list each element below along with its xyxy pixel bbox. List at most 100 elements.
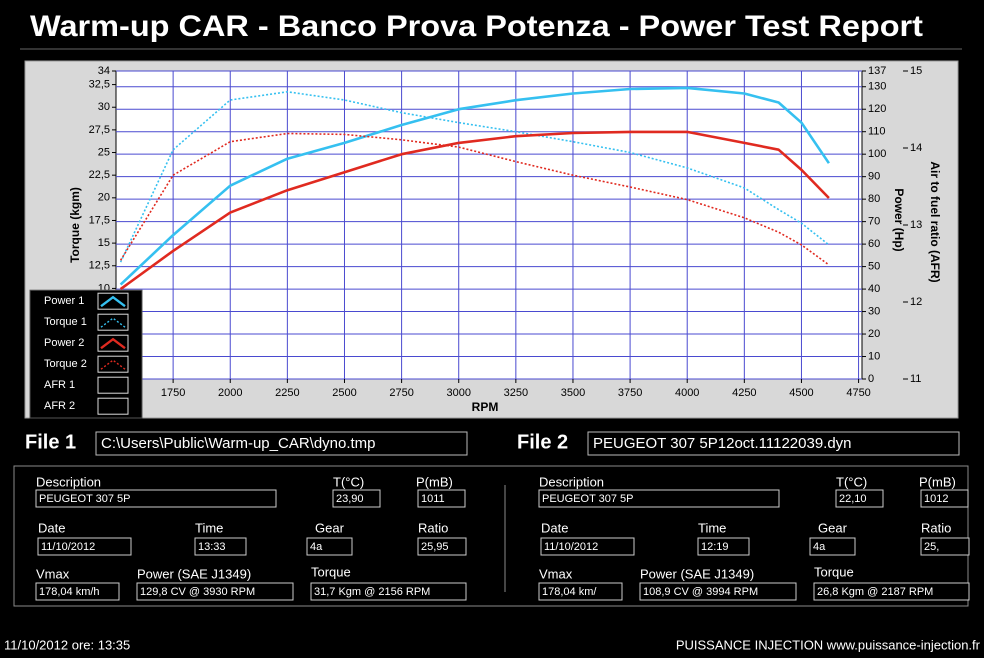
field-value: PEUGEOT 307 5P bbox=[39, 493, 131, 505]
field-box bbox=[417, 537, 467, 556]
y2-tick-label: 30 bbox=[868, 305, 880, 317]
field-box bbox=[920, 489, 969, 508]
field-box bbox=[920, 537, 970, 556]
legend-label: Power 1 bbox=[44, 295, 84, 307]
y2-tick-label: 50 bbox=[868, 260, 880, 272]
field-box bbox=[538, 489, 780, 508]
y3-tick-label: 12 bbox=[910, 296, 922, 308]
x-axis-title: RPM bbox=[472, 400, 499, 414]
legend-swatch bbox=[97, 334, 129, 352]
y-tick-label: 17,5 bbox=[89, 214, 110, 226]
field-label: Ratio bbox=[418, 520, 448, 535]
legend-label: Torque 2 bbox=[44, 358, 87, 370]
y2-tick-label: 0 bbox=[868, 373, 874, 385]
field-value: 13:33 bbox=[198, 541, 226, 553]
legend-key bbox=[100, 295, 126, 308]
field-box bbox=[697, 537, 750, 556]
field-value: 129,8 CV @ 3930 RPM bbox=[140, 586, 255, 598]
field-label: Description bbox=[539, 474, 604, 489]
y3-tick-label: 15 bbox=[910, 65, 922, 77]
field-value: 4a bbox=[813, 541, 826, 553]
y2-axis-title: Power (Hp) bbox=[892, 188, 906, 251]
legend-swatch bbox=[97, 292, 129, 310]
y-tick-label: 34 bbox=[98, 65, 110, 77]
x-tick-label: 1750 bbox=[161, 387, 185, 399]
x-tick-label: 4500 bbox=[789, 387, 813, 399]
x-tick-label: 3750 bbox=[618, 387, 642, 399]
field-box bbox=[332, 489, 381, 508]
field-box bbox=[417, 489, 466, 508]
y2-tick-label: 130 bbox=[868, 81, 886, 93]
footer-date: 11/10/2012 ore: 13:35 bbox=[4, 637, 130, 652]
field-label: P(mB) bbox=[416, 474, 453, 489]
field-value: 23,90 bbox=[336, 493, 364, 505]
field-label: Date bbox=[38, 520, 65, 535]
x-tick-label: 2750 bbox=[389, 387, 413, 399]
y2-tick-label: 110 bbox=[868, 126, 886, 138]
y-tick-label: 15 bbox=[98, 237, 110, 249]
y2-tick-label: 40 bbox=[868, 283, 880, 295]
field-label: Date bbox=[541, 520, 568, 535]
field-value: 178,04 km/h bbox=[39, 586, 100, 598]
field-box bbox=[35, 489, 277, 508]
y2-tick-label: 90 bbox=[868, 171, 880, 183]
series-line bbox=[119, 91, 830, 263]
y3-tick-label: 14 bbox=[910, 142, 922, 154]
field-box bbox=[194, 537, 247, 556]
field-label: T(°C) bbox=[836, 474, 867, 489]
file-label: File 1 bbox=[25, 431, 76, 453]
y2-tick-label: 137 bbox=[868, 65, 886, 77]
field-label: Power (SAE J1349) bbox=[640, 566, 754, 581]
field-label: Torque bbox=[311, 564, 351, 579]
y-tick-label: 12,5 bbox=[89, 260, 110, 272]
field-value: 1012 bbox=[924, 493, 948, 505]
field-value: 11/10/2012 bbox=[41, 541, 95, 553]
x-tick-label: 3000 bbox=[446, 387, 470, 399]
field-label: Time bbox=[195, 520, 223, 535]
y-tick-label: 30 bbox=[98, 101, 110, 113]
file-label: File 2 bbox=[517, 431, 568, 453]
y-axis-title: Torque (kgm) bbox=[68, 187, 82, 263]
field-label: Description bbox=[36, 474, 101, 489]
field-label: T(°C) bbox=[333, 474, 364, 489]
field-box bbox=[136, 582, 294, 601]
field-label: Vmax bbox=[36, 566, 70, 581]
y2-tick-label: 80 bbox=[868, 193, 880, 205]
y3-axis-title: Air to fuel ratio (AFR) bbox=[928, 161, 942, 282]
x-tick-label: 2000 bbox=[218, 387, 242, 399]
field-box bbox=[540, 537, 635, 556]
field-value: 31,7 Kgm @ 2156 RPM bbox=[314, 586, 430, 598]
legend-swatch bbox=[97, 313, 129, 331]
field-value: 108,9 CV @ 3994 RPM bbox=[643, 586, 758, 598]
y-tick-label: 20 bbox=[98, 192, 110, 204]
legend-label: AFR 2 bbox=[44, 400, 75, 412]
field-label: Gear bbox=[315, 520, 345, 535]
field-box bbox=[310, 582, 467, 601]
y2-tick-label: 10 bbox=[868, 350, 880, 362]
field-box bbox=[538, 582, 623, 601]
field-label: Power (SAE J1349) bbox=[137, 566, 251, 581]
series-line bbox=[119, 132, 830, 266]
field-label: Torque bbox=[814, 564, 854, 579]
y2-tick-label: 20 bbox=[868, 328, 880, 340]
field-box bbox=[639, 582, 797, 601]
file-box bbox=[587, 431, 960, 456]
legend-label: AFR 1 bbox=[44, 379, 75, 391]
file-path: C:\Users\Public\Warm-up_CAR\dyno.tmp bbox=[101, 435, 376, 452]
y-tick-label: 25 bbox=[98, 146, 110, 158]
field-box bbox=[835, 489, 884, 508]
y3-tick-label: 11 bbox=[910, 373, 921, 385]
field-value: 11/10/2012 bbox=[544, 541, 598, 553]
field-value: 25, bbox=[924, 541, 939, 553]
legend-swatch bbox=[97, 397, 129, 415]
y2-tick-label: 120 bbox=[868, 103, 886, 115]
legend-key bbox=[100, 359, 126, 370]
x-tick-label: 2500 bbox=[332, 387, 356, 399]
series-line bbox=[119, 130, 830, 291]
field-box bbox=[37, 537, 132, 556]
x-tick-label: 4750 bbox=[846, 387, 870, 399]
chart: 1750 2000 2250 2500 2750 3000 3250 3500 3750 4000… bbox=[29, 65, 942, 419]
x-tick-label: 2250 bbox=[275, 387, 299, 399]
